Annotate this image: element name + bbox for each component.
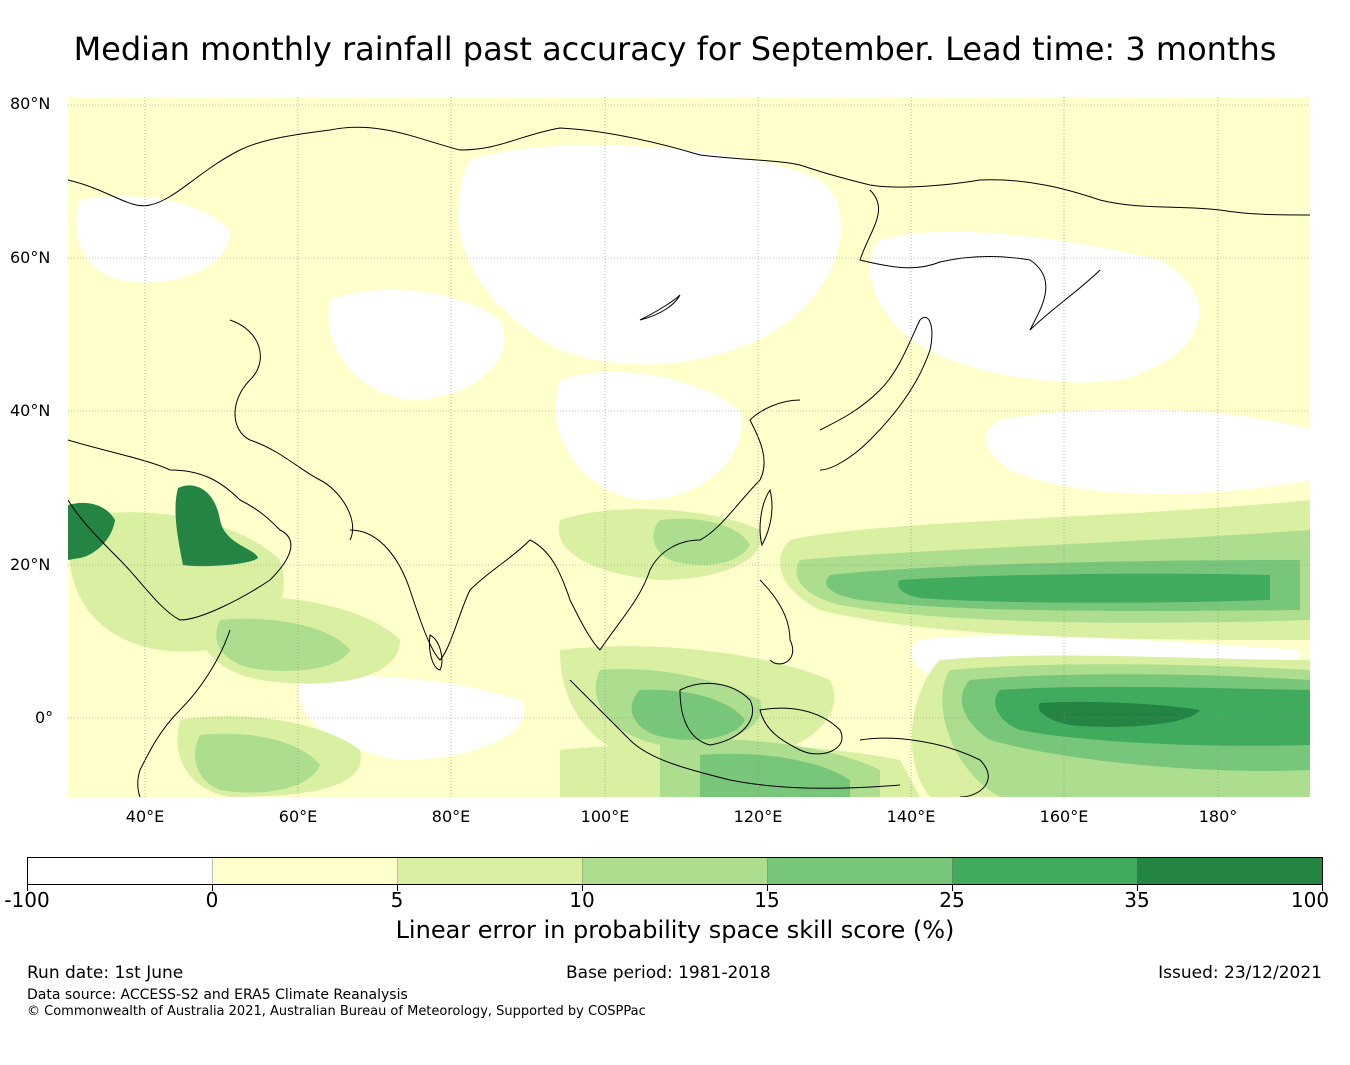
pacific-high-skill-area (1038, 701, 1200, 727)
colorbar-label: 15 (754, 888, 780, 912)
colorbar-tick (582, 885, 583, 891)
lon-label-140e: 140°E (886, 807, 936, 826)
colorbar-segment (28, 858, 213, 884)
colorbar-tick (1137, 885, 1138, 891)
siberia-low-skill-area (458, 145, 842, 365)
lat-label-0: 0° (35, 708, 54, 727)
data-source: Data source: ACCESS-S2 and ERA5 Climate … (27, 987, 408, 1003)
colorbar-label: 10 (569, 888, 595, 912)
colorbar-segment (768, 858, 953, 884)
base-period: Base period: 1981-2018 (566, 963, 771, 983)
colorbar-segment (583, 858, 768, 884)
run-date: Run date: 1st June (27, 963, 184, 983)
lon-label-80e: 80°E (431, 807, 471, 826)
gridlines (68, 97, 1310, 797)
colorbar-tick (952, 885, 953, 891)
issued-date: Issued: 23/12/2021 (1158, 963, 1322, 983)
lon-label-160e: 160°E (1039, 807, 1089, 826)
colorbar-label: 25 (939, 888, 965, 912)
colorbar-tick (1322, 885, 1323, 891)
colorbar-label: 35 (1124, 888, 1150, 912)
coastlines (68, 126, 1310, 797)
europe-low-skill-area (76, 196, 230, 283)
colorbar-segment (213, 858, 398, 884)
lon-label-100e: 100°E (580, 807, 630, 826)
lat-label-20n: 20°N (10, 555, 51, 574)
north-asia-low-skill-area (869, 231, 1200, 383)
lat-label-80n: 80°N (10, 94, 51, 113)
skill-fields (68, 97, 1310, 797)
colorbar-label: 100 (1290, 888, 1330, 912)
colorbar-segment (1138, 858, 1322, 884)
skill-score-map (68, 97, 1310, 797)
indian-ocean-low-skill-area (298, 676, 524, 760)
pacific-low-skill-area (986, 409, 1310, 494)
lon-label-180: 180° (1198, 807, 1238, 826)
colorbar-tick (212, 885, 213, 891)
lon-label-60e: 60°E (278, 807, 318, 826)
lat-label-40n: 40°N (10, 401, 51, 420)
colorbar-segment (953, 858, 1138, 884)
central-asia-low-skill-area (328, 289, 505, 400)
colorbar (27, 857, 1323, 885)
lon-label-120e: 120°E (733, 807, 783, 826)
colorbar-tick (767, 885, 768, 891)
tibet-low-skill-area (555, 371, 742, 500)
map-title: Median monthly rainfall past accuracy fo… (73, 30, 1277, 68)
colorbar-label: 5 (390, 888, 404, 912)
colorbar-tick (397, 885, 398, 891)
colorbar-label: 0 (205, 888, 219, 912)
lat-label-60n: 60°N (10, 248, 51, 267)
colorbar-tick (27, 885, 28, 891)
copyright: © Commonwealth of Australia 2021, Austra… (27, 1004, 646, 1019)
colorbar-segment (398, 858, 583, 884)
colorbar-label: -100 (4, 888, 50, 912)
colorbar-title: Linear error in probability space skill … (395, 916, 955, 944)
lon-label-40e: 40°E (125, 807, 165, 826)
arabia-high-skill-area (175, 485, 258, 567)
